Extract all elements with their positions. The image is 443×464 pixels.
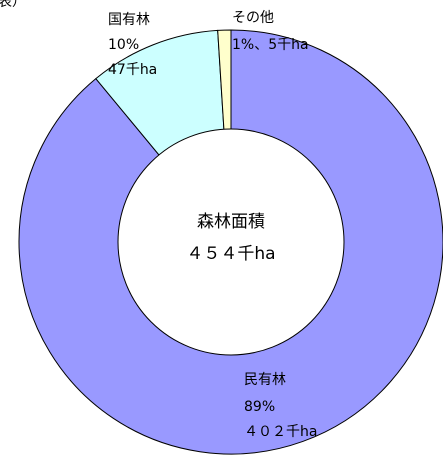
annotation: 47千ha bbox=[108, 62, 157, 78]
value-label: 89% bbox=[244, 399, 275, 415]
category-label: 民有林 bbox=[244, 372, 286, 388]
category-label: その他 bbox=[232, 10, 274, 26]
donut-hole bbox=[117, 128, 345, 356]
value-label: 1%、5千ha bbox=[232, 37, 309, 53]
header-fragment: 表） bbox=[0, 0, 26, 10]
annotation: ４０２千ha bbox=[244, 424, 317, 440]
center-title: 森林面積 bbox=[197, 212, 265, 232]
category-label: 国有林 bbox=[108, 12, 150, 28]
value-label: 10% bbox=[108, 37, 139, 53]
center-value: ４５４千ha bbox=[186, 244, 275, 264]
